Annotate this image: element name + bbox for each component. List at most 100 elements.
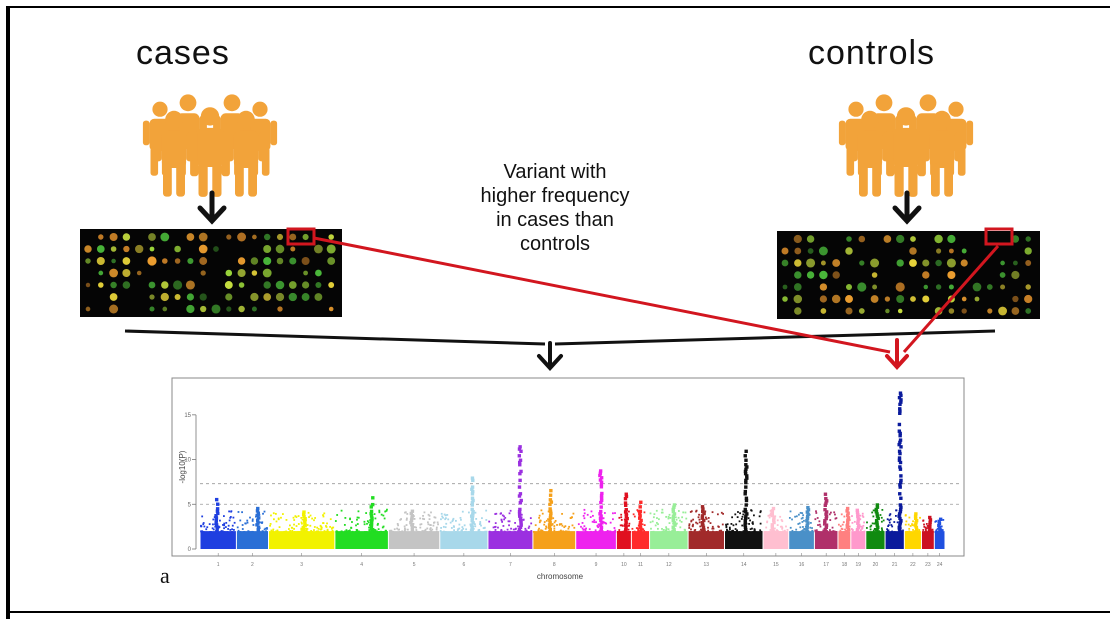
snp-point — [914, 525, 919, 530]
snp-point — [551, 523, 554, 525]
snp-point — [839, 529, 842, 532]
snp-point — [553, 521, 556, 524]
snp-point — [599, 494, 604, 498]
snp-point — [231, 528, 233, 531]
snp-point — [302, 510, 306, 514]
microarray-spot — [122, 257, 131, 265]
snp-point — [905, 520, 908, 523]
snp-point — [861, 514, 864, 517]
snp-point — [770, 525, 775, 529]
snp-point — [856, 512, 860, 517]
snp-point — [697, 516, 700, 519]
snp-point — [410, 530, 415, 534]
snp-point — [823, 521, 827, 525]
snp-point — [294, 515, 297, 518]
snp-point — [385, 509, 388, 512]
snp-point — [716, 513, 719, 516]
snp-point — [405, 518, 408, 521]
snp-point — [485, 509, 488, 512]
snp-point — [831, 526, 834, 529]
snp-point — [898, 467, 903, 471]
snp-point — [251, 520, 254, 522]
snp-point — [898, 516, 902, 521]
snp-point — [702, 518, 706, 523]
snp-point — [928, 530, 932, 534]
snp-point — [291, 526, 294, 529]
snp-point — [310, 530, 313, 532]
snp-point — [857, 523, 861, 528]
snp-point — [941, 530, 944, 533]
snp-point — [759, 510, 762, 513]
snp-point — [934, 520, 937, 523]
snp-point — [743, 489, 748, 494]
snp-point — [720, 529, 723, 532]
snp-point — [237, 529, 240, 532]
snp-point — [256, 527, 260, 532]
snp-point — [897, 512, 902, 516]
microarray-spot — [858, 235, 866, 243]
snp-point — [508, 520, 511, 523]
microarray-spot — [327, 257, 336, 265]
snp-point — [202, 531, 205, 533]
snp-point — [214, 520, 218, 525]
snp-point — [824, 510, 829, 514]
snp-point — [801, 521, 804, 523]
snp-point — [891, 525, 894, 528]
snp-point — [293, 531, 296, 533]
snp-point — [898, 521, 903, 525]
snp-point — [504, 516, 507, 519]
snp-point — [600, 530, 604, 534]
microarray-spot — [85, 282, 91, 288]
snp-point — [898, 391, 903, 395]
snp-point — [855, 527, 860, 532]
snp-point — [435, 528, 438, 531]
snp-point — [598, 473, 602, 478]
microarray-spot — [211, 304, 221, 314]
x-tick-label: 22 — [910, 562, 916, 568]
snp-point — [685, 517, 688, 520]
chromosome-24-points — [934, 517, 945, 549]
snp-point — [571, 524, 574, 527]
microarray-spot — [98, 282, 104, 288]
snp-point — [605, 531, 608, 533]
snp-point — [689, 511, 692, 513]
snp-point — [423, 511, 426, 514]
snp-point — [255, 513, 259, 518]
snp-point — [514, 522, 516, 524]
snp-point — [859, 518, 862, 521]
microarray-spot — [238, 282, 245, 288]
snp-point — [300, 530, 303, 533]
snp-point — [887, 524, 890, 527]
snp-point — [467, 511, 470, 514]
snp-point — [567, 527, 570, 530]
microarray-spot — [262, 268, 272, 278]
snp-point — [742, 510, 745, 513]
snp-point — [698, 530, 701, 533]
snp-point — [700, 521, 705, 525]
snp-point — [823, 492, 828, 496]
snp-point — [936, 527, 939, 530]
snp-point — [661, 511, 664, 514]
snp-point — [768, 531, 771, 533]
microarray-spot — [987, 308, 993, 314]
snp-point — [809, 521, 812, 524]
snp-point — [435, 530, 438, 533]
snp-point — [585, 527, 587, 530]
snp-point — [772, 518, 776, 522]
snp-point — [743, 471, 748, 476]
chromosome-band — [488, 531, 533, 549]
microarray-spot — [961, 248, 967, 254]
snp-point — [656, 517, 658, 519]
snp-point — [214, 523, 219, 527]
snp-point — [853, 520, 856, 523]
snp-point — [739, 512, 741, 515]
snp-point — [278, 526, 281, 529]
microarray-spot — [872, 284, 878, 290]
snp-point — [442, 525, 445, 528]
snp-point — [704, 510, 707, 513]
snp-point — [588, 528, 591, 531]
snp-point — [322, 522, 325, 525]
microarray-spot — [186, 233, 195, 241]
microarray-spot — [806, 235, 815, 243]
snp-point — [661, 530, 664, 533]
